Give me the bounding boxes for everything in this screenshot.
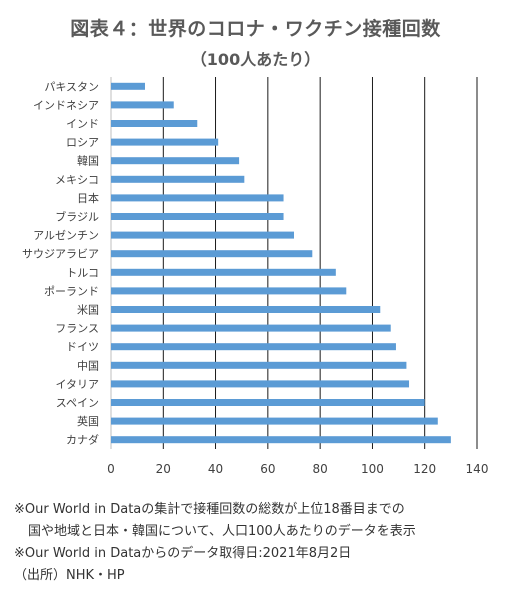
chart-title: 図表４：世界のコロナ・ワクチン接種回数: [70, 18, 441, 40]
bar: [111, 306, 381, 313]
bar: [111, 361, 407, 369]
category-label: ドイツ: [66, 341, 99, 354]
category-label: インドネシア: [33, 99, 99, 112]
category-label: 韓国: [77, 155, 99, 168]
footnote-source: （出所）NHK・HP: [14, 568, 125, 583]
footnote-countries: 国や地域と日本・韓国について、人口100人あたりのデータを表示: [28, 524, 416, 539]
bar: [111, 399, 425, 406]
bar: [111, 82, 145, 90]
category-label: 日本: [77, 191, 99, 205]
footnotes: ※Our World in Dataの集計で接種回数の総数が上位18番目までの …: [14, 499, 416, 587]
category-label: イタリア: [55, 378, 99, 391]
category-label: パキスタン: [44, 80, 99, 93]
footnote-retrieval-date: ※Our World in Dataからのデータ取得日:2021年8月2日: [14, 546, 352, 561]
x-tick-label: 120: [413, 462, 436, 476]
bar: [111, 175, 245, 183]
bar: [111, 213, 284, 220]
x-tick-label: 0: [107, 462, 115, 476]
bar-chart: 0 20 40 60 80 100 120 140 パキスタンインドネシアインドロシア韓国メキシ…: [22, 77, 489, 476]
bar: [111, 268, 336, 276]
bar: [111, 138, 219, 146]
category-label: スペイン: [56, 397, 99, 410]
bar: [111, 250, 313, 258]
category-label: 英国: [77, 414, 99, 428]
bar: [111, 324, 391, 332]
category-label: メキシコ: [55, 173, 99, 186]
bar: [111, 287, 347, 295]
category-label: ポーランド: [44, 285, 99, 298]
category-label: ロシア: [66, 136, 99, 149]
category-label: フランス: [55, 322, 99, 335]
category-label: 米国: [77, 304, 99, 317]
x-tick-label: 20: [156, 462, 171, 476]
bar: [111, 343, 396, 351]
bar: [111, 231, 294, 239]
x-tick-label: 40: [208, 462, 223, 476]
category-label: アルゼンチン: [33, 229, 99, 242]
bar: [111, 380, 410, 388]
x-tick-label: 80: [313, 462, 328, 476]
bar: [111, 436, 451, 444]
x-tick-label: 100: [361, 462, 384, 476]
bar: [111, 101, 174, 109]
bar: [111, 417, 438, 425]
x-tick-label: 140: [466, 462, 489, 476]
category-label: カナダ: [66, 433, 99, 447]
footnote-source-scope: ※Our World in Dataの集計で接種回数の総数が上位18番目までの: [14, 502, 405, 517]
category-label: サウジアラビア: [22, 248, 99, 261]
category-label: インド: [66, 118, 99, 131]
x-tick-label: 60: [260, 462, 275, 476]
bar: [111, 157, 240, 165]
category-label: トルコ: [66, 266, 99, 279]
category-label: 中国: [77, 359, 99, 372]
bar: [111, 120, 198, 127]
chart-subtitle: （100人あたり）: [190, 50, 321, 69]
category-label: ブラジル: [55, 210, 99, 224]
bar: [111, 194, 284, 202]
